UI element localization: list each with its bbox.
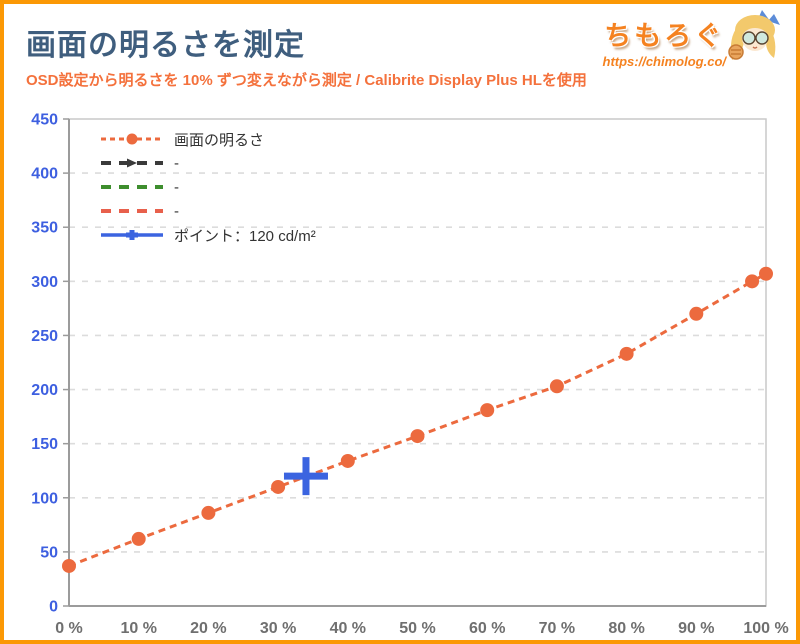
svg-text:0 %: 0 % xyxy=(55,620,83,637)
svg-text:150: 150 xyxy=(31,436,58,453)
page-title: 画面の明るさを測定 xyxy=(26,29,305,62)
svg-text:10 %: 10 % xyxy=(120,620,156,637)
svg-text:200: 200 xyxy=(31,382,58,399)
svg-text:250: 250 xyxy=(31,328,58,345)
legend-label: 画面の明るさ xyxy=(174,131,265,149)
legend-line-sample xyxy=(101,230,163,240)
legend-item: - xyxy=(99,175,316,199)
svg-text:90 %: 90 % xyxy=(678,620,714,637)
svg-text:100: 100 xyxy=(31,490,58,507)
svg-text:70 %: 70 % xyxy=(539,620,575,637)
site-logo-url: https://chimolog.co/ xyxy=(602,54,727,69)
page-subtitle: OSD設定から明るさを 10% ずつ変えながら測定 / Calibrite Di… xyxy=(26,72,587,89)
svg-text:350: 350 xyxy=(31,220,58,237)
legend-item: - xyxy=(99,199,316,223)
legend-line-sample xyxy=(101,158,163,168)
legend-item: 画面の明るさ xyxy=(99,127,316,151)
mascot-icon xyxy=(728,10,780,60)
svg-text:0: 0 xyxy=(49,599,58,616)
chart-header: 画面の明るさを測定 OSD設定から明るさを 10% ずつ変えながら測定 / Ca… xyxy=(26,20,587,90)
brightness-line-chart: 0 50 100 150 200 250 300 350 400 450 0 % 10 % 20 % 30… xyxy=(31,112,788,638)
svg-text:300: 300 xyxy=(31,274,58,291)
legend-line-sample xyxy=(101,185,163,189)
legend-label: - xyxy=(174,202,179,220)
site-logo-text: ちもろぐ xyxy=(604,21,725,51)
legend-line-sample xyxy=(101,209,163,213)
svg-text:450: 450 xyxy=(31,112,58,129)
svg-text:80 %: 80 % xyxy=(608,620,644,637)
svg-text:60 %: 60 % xyxy=(469,620,505,637)
legend-item: - xyxy=(99,151,316,175)
svg-text:50 %: 50 % xyxy=(399,620,435,637)
legend-item: ポイント：120 cd/m² xyxy=(99,223,316,247)
svg-text:30 %: 30 % xyxy=(260,620,296,637)
site-logo: ちもろぐ https://chimolog.co/ xyxy=(603,8,787,69)
svg-text:400: 400 xyxy=(31,166,58,183)
svg-text:20 %: 20 % xyxy=(190,620,226,637)
legend-label: - xyxy=(174,154,179,172)
legend-label: - xyxy=(174,178,179,196)
svg-text:40 %: 40 % xyxy=(330,620,366,637)
legend-line-sample xyxy=(101,133,163,145)
legend-label: ポイント：120 cd/m² xyxy=(174,227,316,245)
chart-legend: 画面の明るさ - - - ポイント：120 cd/m² xyxy=(99,127,316,247)
svg-text:100 %: 100 % xyxy=(743,620,788,637)
svg-text:50: 50 xyxy=(40,544,58,561)
